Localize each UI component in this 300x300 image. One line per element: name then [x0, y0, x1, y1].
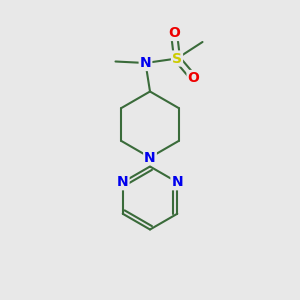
Text: O: O: [188, 71, 200, 85]
Text: N: N: [117, 175, 128, 189]
Text: S: S: [172, 52, 182, 65]
Text: N: N: [144, 151, 156, 164]
Text: N: N: [140, 56, 151, 70]
Text: N: N: [172, 175, 183, 189]
Text: O: O: [168, 26, 180, 40]
